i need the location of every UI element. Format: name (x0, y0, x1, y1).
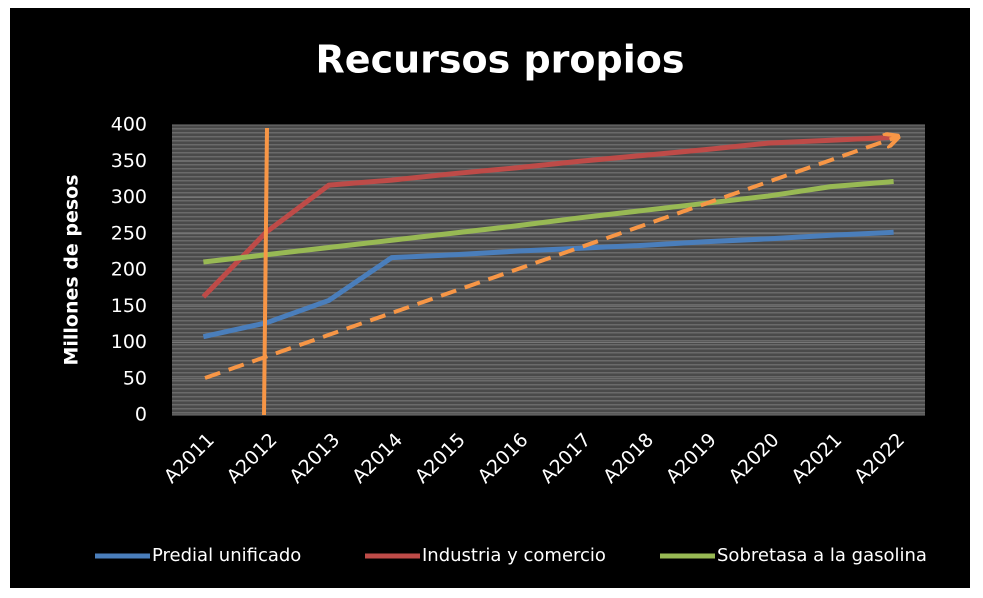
y-tick-label: 150 (111, 295, 147, 317)
series-line (202, 229, 894, 340)
y-tick-label: 350 (111, 150, 147, 172)
series-line (203, 179, 894, 265)
y-tick-label: 400 (111, 114, 147, 136)
y-tick-label: 50 (123, 367, 147, 389)
legend-label: Sobretasa a la gasolina (717, 545, 927, 566)
legend-label: Predial unificado (152, 545, 301, 566)
y-tick-label: 0 (135, 404, 147, 426)
annotation-line (262, 127, 269, 416)
series-line (201, 134, 894, 299)
chart-title: Recursos propios (316, 38, 685, 82)
y-tick-label: 200 (111, 259, 147, 281)
legend-label: Industria y comercio (422, 545, 606, 566)
y-tick-label: 300 (111, 186, 147, 208)
trend-arrow (204, 137, 897, 380)
y-axis-label: Millones de pesos (61, 174, 83, 365)
y-tick-label: 100 (111, 331, 147, 353)
y-tick-label: 250 (111, 222, 147, 244)
